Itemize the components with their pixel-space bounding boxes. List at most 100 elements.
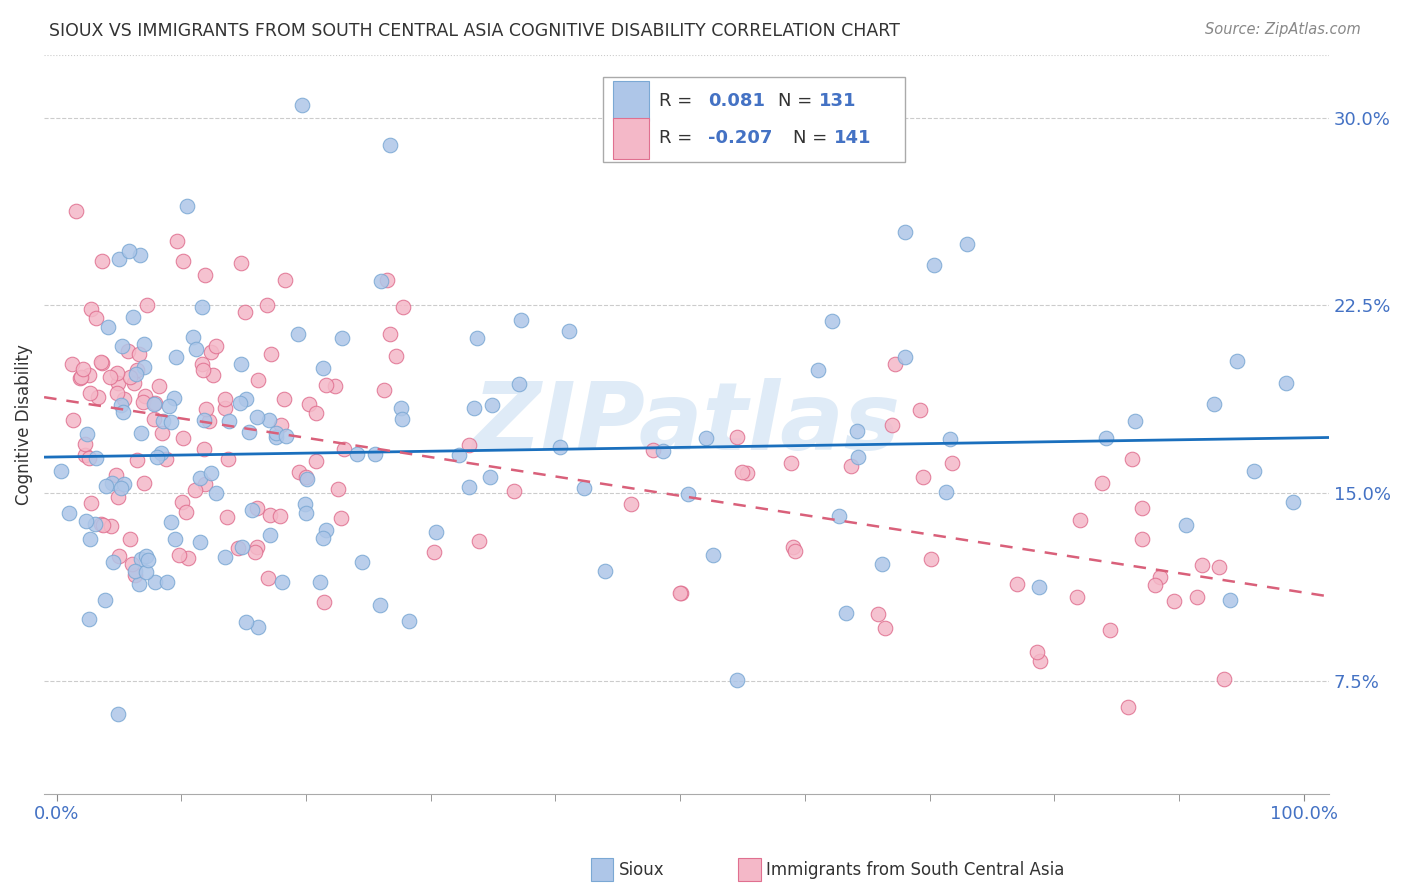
Point	[233, 305, 256, 319]
Point	[163, 533, 186, 547]
Point	[323, 379, 346, 393]
Point	[215, 509, 238, 524]
Point	[124, 567, 146, 582]
Point	[112, 477, 135, 491]
Point	[231, 357, 253, 371]
Point	[245, 540, 267, 554]
Point	[1226, 354, 1249, 368]
Point	[177, 551, 200, 566]
Point	[1144, 578, 1167, 592]
Point	[333, 442, 356, 457]
Point	[256, 571, 278, 585]
Point	[368, 598, 391, 612]
Point	[60, 357, 83, 371]
Point	[205, 339, 228, 353]
Point	[846, 424, 869, 438]
Point	[725, 673, 748, 687]
Point	[90, 355, 112, 369]
Point	[148, 379, 170, 393]
Point	[204, 486, 226, 500]
Point	[695, 431, 717, 445]
Point	[190, 300, 212, 314]
Point	[378, 326, 401, 341]
Point	[194, 402, 217, 417]
Point	[273, 392, 295, 406]
Point	[246, 409, 269, 424]
Point	[111, 339, 134, 353]
Bar	[613, 118, 650, 159]
Point	[160, 515, 183, 529]
Point	[77, 612, 100, 626]
Point	[214, 549, 236, 564]
Point	[270, 418, 292, 433]
Point	[107, 707, 129, 722]
Point	[572, 481, 595, 495]
Point	[129, 552, 152, 566]
Point	[80, 301, 103, 316]
Point	[174, 506, 197, 520]
Point	[1094, 431, 1116, 445]
Point	[1243, 464, 1265, 478]
FancyBboxPatch shape	[603, 78, 905, 162]
Point	[65, 204, 87, 219]
Point	[447, 448, 470, 462]
Text: ZIPatlas: ZIPatlas	[472, 378, 900, 470]
Text: Immigrants from South Central Asia: Immigrants from South Central Asia	[766, 861, 1064, 879]
Point	[364, 447, 387, 461]
Point	[132, 359, 155, 374]
Point	[481, 398, 503, 412]
Point	[198, 414, 221, 428]
Point	[312, 595, 335, 609]
Point	[880, 417, 903, 432]
Text: 131: 131	[818, 92, 856, 110]
Point	[922, 259, 945, 273]
Point	[112, 405, 135, 419]
Point	[669, 586, 692, 600]
Point	[181, 330, 204, 344]
Point	[391, 412, 413, 426]
Point	[231, 541, 253, 555]
Point	[218, 414, 240, 428]
Point	[1187, 590, 1209, 604]
Point	[101, 475, 124, 490]
Point	[312, 531, 335, 545]
Point	[167, 549, 190, 563]
Point	[297, 397, 319, 411]
Point	[1213, 673, 1236, 687]
Point	[94, 593, 117, 607]
Point	[835, 606, 858, 620]
Text: 141: 141	[834, 129, 872, 147]
Point	[70, 370, 93, 384]
Point	[176, 199, 198, 213]
Point	[135, 565, 157, 579]
Point	[508, 377, 530, 392]
Point	[294, 497, 316, 511]
Point	[1149, 570, 1171, 584]
Point	[295, 469, 318, 483]
Point	[287, 327, 309, 342]
Point	[135, 549, 157, 564]
Point	[558, 324, 581, 338]
Point	[780, 456, 803, 470]
Point	[398, 615, 420, 629]
Point	[503, 483, 526, 498]
Point	[288, 465, 311, 479]
Point	[807, 362, 830, 376]
Point	[79, 451, 101, 466]
Point	[330, 331, 353, 345]
Point	[375, 273, 398, 287]
Point	[163, 391, 186, 405]
Point	[260, 347, 283, 361]
Point	[105, 366, 128, 380]
Y-axis label: Cognitive Disability: Cognitive Disability	[15, 344, 32, 505]
Point	[193, 412, 215, 426]
Point	[702, 548, 724, 562]
Point	[276, 428, 298, 442]
Point	[725, 430, 748, 444]
Point	[373, 384, 395, 398]
Point	[129, 425, 152, 440]
Point	[240, 502, 263, 516]
Point	[125, 363, 148, 377]
Point	[124, 564, 146, 578]
Point	[1130, 532, 1153, 546]
